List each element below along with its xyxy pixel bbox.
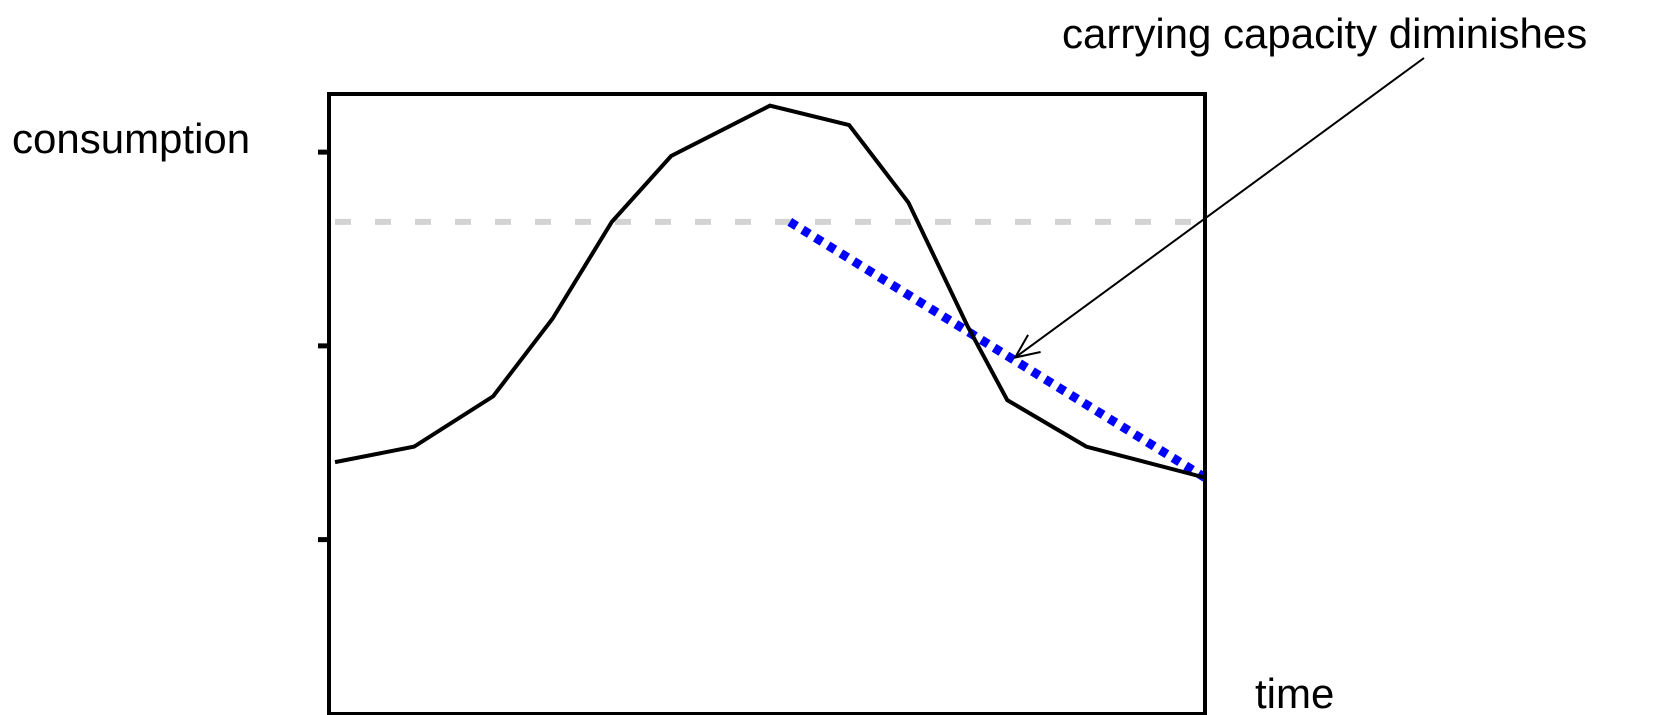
annotation-arrowhead (1013, 334, 1041, 359)
series-line-solid (334, 103, 1206, 480)
annotation-layer (1013, 57, 1425, 359)
series-line-dotted (787, 218, 1208, 482)
y-ticks (318, 149, 331, 543)
annotation-text: carrying capacity diminishes (1062, 10, 1587, 57)
series-layer (334, 103, 1208, 482)
annotation-arrow (1014, 57, 1425, 359)
x-axis-label: time (1255, 670, 1334, 715)
plot-frame (327, 92, 1207, 715)
y-axis-label: consumption (12, 115, 250, 162)
